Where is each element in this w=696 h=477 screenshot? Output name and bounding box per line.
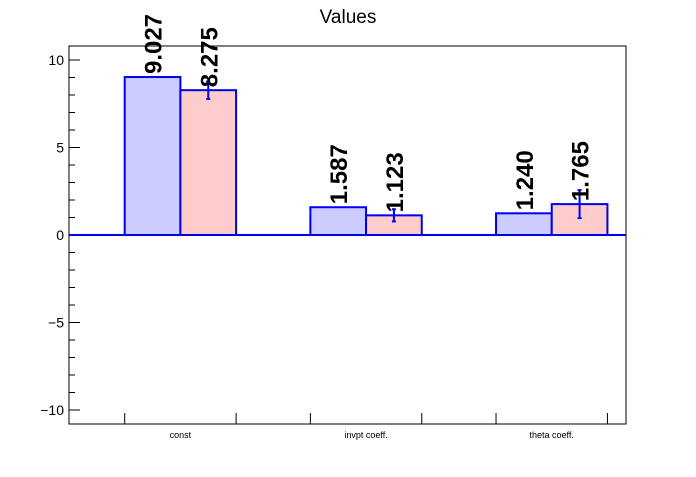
y-tick-label: 5	[56, 140, 64, 156]
bar	[550, 203, 609, 237]
bar	[309, 206, 368, 236]
data-label: 8.275	[196, 27, 223, 87]
data-label: 9.027	[141, 14, 168, 74]
chart-marks: −10 −5 0 5 10 9.027 8.275 const 1.587 1.123 invpt …	[40, 14, 626, 440]
y-tick-label: 10	[48, 52, 64, 68]
y-tick-label: −10	[40, 402, 64, 418]
bar	[179, 89, 238, 236]
data-label: 1.765	[568, 141, 595, 201]
chart-title: Values	[320, 7, 377, 28]
data-label: 1.123	[382, 152, 409, 212]
y-tick-label: −5	[48, 315, 64, 331]
bar	[495, 212, 553, 237]
data-label: 1.587	[326, 144, 353, 204]
x-category-label: const	[170, 430, 192, 440]
y-tick-label: 0	[56, 227, 64, 243]
bar	[123, 76, 182, 236]
x-category-label: theta coeff.	[530, 430, 574, 440]
data-label: 1.240	[512, 150, 539, 210]
x-category-label: invpt coeff.	[344, 430, 387, 440]
